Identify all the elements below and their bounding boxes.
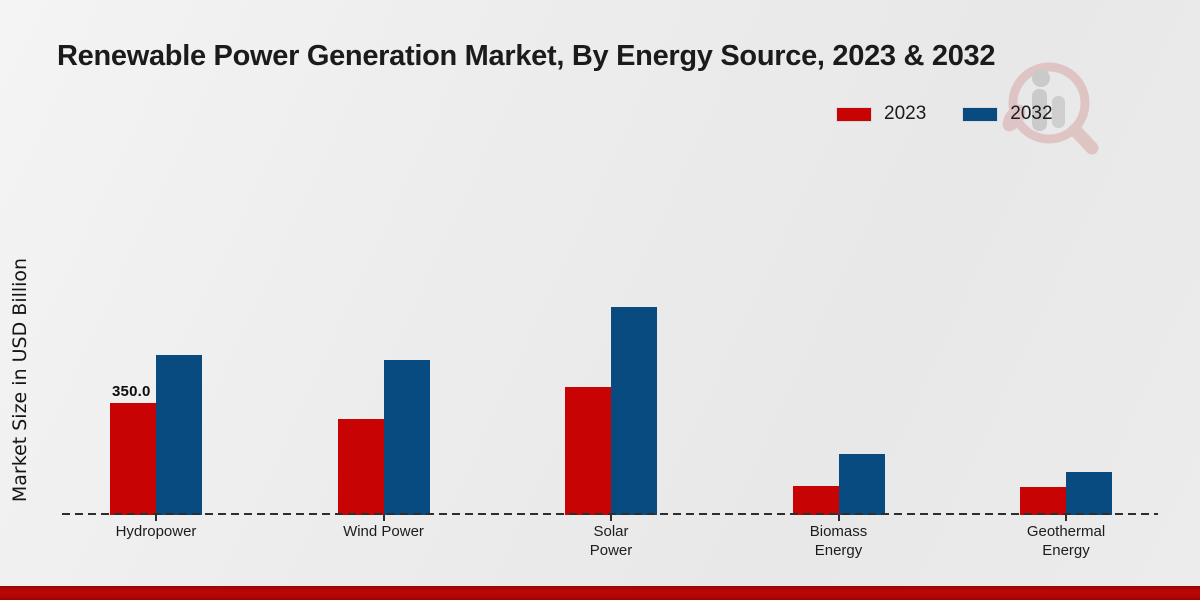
bar-2032-geothermal-energy (1066, 472, 1112, 515)
category-label: Wind Power (343, 523, 424, 540)
category-label: Biomass Energy (809, 523, 868, 559)
bar-2023-biomass-energy (792, 486, 839, 515)
x-axis-tick (837, 515, 840, 521)
bar-2032-biomass-energy (838, 454, 885, 515)
footer-accent-bar (0, 586, 1200, 600)
bar-2023-hydropower (110, 403, 156, 515)
legend-item-2023: 2023 (836, 103, 926, 125)
bar-2023-geothermal-energy (1020, 487, 1066, 515)
x-axis-tick (1065, 515, 1067, 521)
bar-data-label: 350.0 (112, 383, 151, 400)
bar-2032-hydropower (156, 355, 202, 515)
x-axis-tick (382, 515, 385, 521)
bar-2032-wind-power (383, 360, 430, 515)
category-label: Hydropower (115, 523, 197, 540)
bar-2032-solar-power (611, 307, 657, 515)
chart-title: Renewable Power Generation Market, By En… (57, 40, 996, 72)
x-axis-baseline (62, 513, 1158, 515)
legend: 2023 2032 (836, 103, 1075, 125)
legend-label-2023: 2023 (884, 103, 927, 124)
category-label: Solar Power (589, 523, 633, 559)
bar-2023-wind-power (337, 419, 384, 515)
legend-label-2032: 2032 (1010, 103, 1053, 124)
bar-2023-solar-power (565, 387, 611, 515)
x-axis-tick (155, 515, 157, 521)
category-label: Geothermal Energy (1026, 523, 1106, 559)
legend-swatch-2032 (962, 106, 999, 122)
legend-swatch-2023 (836, 106, 872, 122)
legend-item-2032: 2032 (962, 103, 1053, 125)
x-axis-tick (610, 515, 612, 521)
